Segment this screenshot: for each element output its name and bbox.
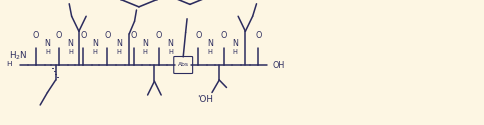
Text: Abs: Abs — [178, 62, 189, 68]
Text: H: H — [143, 50, 148, 56]
Text: O: O — [255, 30, 262, 40]
Text: O: O — [32, 30, 39, 40]
Text: 'OH: 'OH — [197, 96, 213, 104]
Text: N: N — [142, 39, 148, 48]
Text: H: H — [117, 50, 121, 56]
Text: O: O — [104, 30, 111, 40]
Text: N: N — [92, 39, 98, 48]
Text: H: H — [6, 61, 12, 67]
Text: H: H — [45, 50, 50, 56]
Text: N: N — [45, 39, 50, 48]
Text: N: N — [167, 39, 173, 48]
Text: $\mathsf{H_2N}$: $\mathsf{H_2N}$ — [9, 50, 27, 62]
Text: N: N — [68, 39, 74, 48]
Text: N: N — [116, 39, 122, 48]
Text: N: N — [232, 39, 238, 48]
Text: O: O — [155, 30, 162, 40]
Text: O: O — [195, 30, 202, 40]
Text: N: N — [207, 39, 213, 48]
Text: O: O — [56, 30, 62, 40]
Text: H: H — [233, 50, 238, 56]
Text: O: O — [80, 30, 87, 40]
FancyBboxPatch shape — [174, 56, 193, 74]
Text: O: O — [130, 30, 137, 40]
Text: H: H — [208, 50, 212, 56]
Text: H: H — [92, 50, 97, 56]
Text: O: O — [220, 30, 227, 40]
Text: OH: OH — [272, 60, 285, 70]
Text: H: H — [168, 50, 173, 56]
Text: H: H — [68, 50, 73, 56]
